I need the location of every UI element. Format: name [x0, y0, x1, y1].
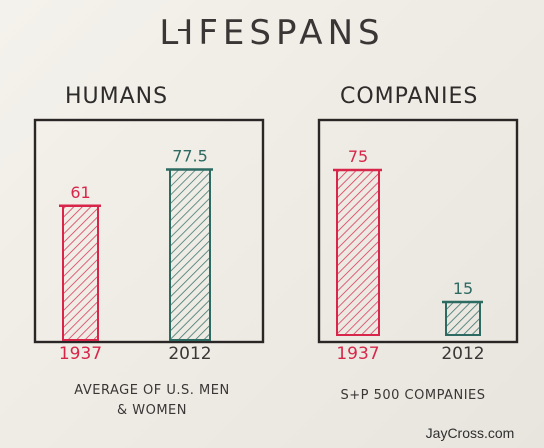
- humans-bar-2012: [169, 168, 211, 341]
- humans-note-line-2: & WOMEN: [117, 403, 187, 418]
- humans-chart: HUMANS 61 1937 77.5 2012 AVERAGE OF U.S. ME…: [33, 84, 265, 418]
- companies-chart: COMPANIES 75 1937 15 2012 S+P 500 COMPANIES: [317, 84, 519, 403]
- humans-chart-title: HUMANS: [65, 84, 168, 109]
- companies-value-label-1937: 75: [348, 147, 368, 166]
- credit-text: JayCross.com: [426, 425, 515, 441]
- companies-tick-label-2012: 2012: [441, 344, 484, 364]
- companies-value-label-2012: 15: [453, 279, 473, 298]
- companies-bar-2012: [445, 301, 481, 336]
- page-title: LIFESPANS: [159, 13, 384, 53]
- humans-tick-label-2012: 2012: [168, 344, 211, 364]
- humans-value-label-1937: 61: [70, 183, 90, 202]
- humans-note-line-1: AVERAGE OF U.S. MEN: [74, 383, 229, 398]
- companies-bars: 75 1937 15 2012: [333, 147, 485, 364]
- companies-note-line-1: S+P 500 COMPANIES: [340, 388, 485, 403]
- humans-value-label-2012: 77.5: [172, 147, 208, 166]
- humans-chart-frame: [33, 118, 265, 344]
- companies-bar-1937: [336, 169, 380, 336]
- humans-tick-label-1937: 1937: [59, 344, 102, 364]
- companies-chart-frame: [317, 118, 519, 344]
- companies-tick-label-1937: 1937: [336, 344, 379, 364]
- companies-chart-title: COMPANIES: [340, 84, 478, 109]
- humans-bars: 61 1937 77.5 2012: [59, 147, 213, 364]
- humans-bar-1937: [62, 204, 99, 341]
